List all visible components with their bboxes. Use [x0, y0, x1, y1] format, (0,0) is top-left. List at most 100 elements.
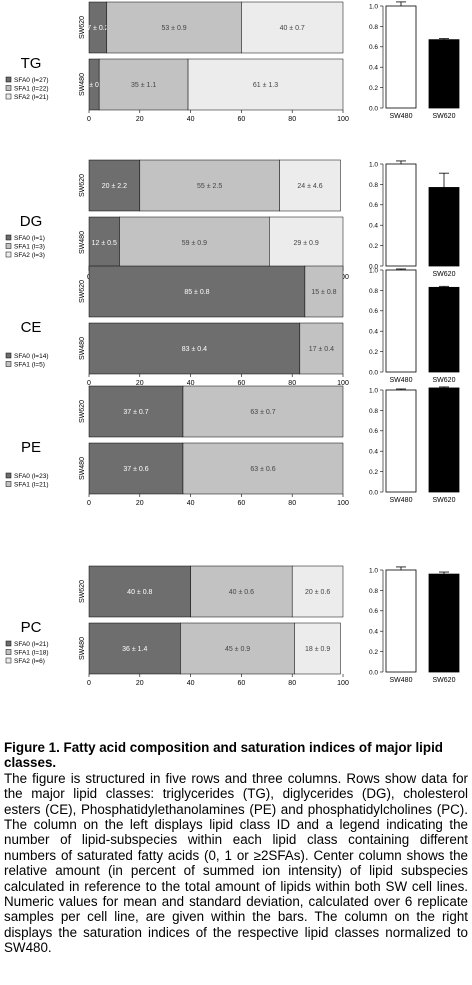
bar-value-label: 63 ± 0.6: [250, 466, 275, 473]
bar-value-label: 45 ± 0.9: [225, 646, 250, 653]
saturation-bar: [428, 286, 460, 373]
y-tick-label: 0.8: [369, 588, 378, 595]
bar-value-label: 40 ± 0.6: [229, 589, 254, 596]
stacked-bar-segment: [304, 265, 344, 318]
row-label: SW480: [79, 457, 86, 480]
stacked-bar-segment: [88, 442, 184, 495]
stacked-bar-segment: [294, 622, 341, 675]
y-tick-label: 0.0: [369, 369, 378, 376]
x-tick-label: 60: [238, 500, 246, 507]
x-tick-label: 20: [136, 380, 144, 387]
caption-title: Figure 1. Fatty acid composition and sat…: [4, 740, 443, 771]
legend-label: SFA1 (l=18): [14, 650, 49, 657]
y-tick-label: 0.6: [369, 202, 378, 209]
legend-label: SFA2 (l=21): [14, 94, 49, 101]
stacked-bar-segment: [182, 442, 344, 495]
legend-label: SFA2 (l=3): [14, 252, 45, 259]
x-tick-label: 80: [288, 500, 296, 507]
legend-swatch: [5, 352, 12, 359]
stacked-bar-segment: [190, 565, 293, 618]
x-tick-label: 0: [87, 380, 91, 387]
saturation-bar: [385, 5, 417, 109]
y-tick-label: 0.0: [369, 669, 378, 676]
legend-label: SFA0 (l=14): [14, 353, 49, 360]
x-tick-label: 20: [136, 680, 144, 687]
lipid-class-label: CE: [21, 319, 42, 336]
category-label: SW620: [433, 271, 456, 278]
x-tick-label: 100: [337, 116, 349, 123]
saturation-bar: [385, 569, 417, 673]
legend-swatch: [5, 640, 12, 647]
bar-value-label: 83 ± 0.4: [182, 346, 207, 353]
y-tick-label: 0.6: [369, 308, 378, 315]
x-tick-label: 80: [288, 680, 296, 687]
x-tick-label: 0: [87, 500, 91, 507]
y-tick-label: 1.0: [369, 567, 378, 574]
y-tick-label: 0.2: [369, 649, 378, 656]
row-label: SW620: [79, 580, 86, 603]
x-tick-label: 20: [136, 500, 144, 507]
y-tick-label: 0.8: [369, 408, 378, 415]
category-label: SW480: [390, 497, 413, 504]
stacked-bar-segment: [187, 58, 344, 111]
y-tick-label: 1.0: [369, 267, 378, 274]
lipid-class-label: DG: [20, 213, 43, 230]
legend-swatch: [5, 481, 12, 487]
x-tick-label: 60: [238, 116, 246, 123]
legend-swatch: [5, 93, 12, 100]
y-tick-label: 0.8: [369, 288, 378, 295]
bar-value-label: 29 ± 0.9: [294, 240, 319, 247]
bar-value-label: 20 ± 2.2: [102, 183, 127, 190]
y-tick-label: 0.6: [369, 428, 378, 435]
category-label: SW620: [433, 497, 456, 504]
stacked-bar-segment: [279, 159, 341, 212]
figure-caption: Figure 1. Fatty acid composition and sat…: [4, 740, 468, 956]
x-tick-label: 100: [337, 380, 349, 387]
category-label: SW620: [433, 113, 456, 120]
row-label: SW620: [79, 16, 86, 39]
legend-swatch: [5, 472, 12, 479]
saturation-bar: [428, 573, 460, 673]
row-label: SW480: [79, 337, 86, 360]
row-label: SW480: [79, 231, 86, 254]
bar-value-label: 53 ± 0.9: [161, 25, 186, 32]
bar-value-label: 40 ± 0.7: [280, 25, 305, 32]
stacked-bar-segment: [182, 385, 344, 438]
legend-label: SFA0 (l=1): [14, 235, 45, 242]
bar-value-label: 55 ± 2.5: [197, 183, 222, 190]
x-tick-label: 40: [187, 116, 195, 123]
bar-value-label: 17 ± 0.4: [309, 346, 334, 353]
y-tick-label: 0.0: [369, 105, 378, 112]
x-tick-label: 20: [136, 116, 144, 123]
stacked-bar-segment: [88, 216, 120, 269]
bar-value-label: 12 ± 0.5: [92, 240, 117, 247]
y-tick-label: 0.4: [369, 629, 378, 636]
legend-label: SFA1 (l=5): [14, 362, 45, 369]
y-tick-label: 0.0: [369, 489, 378, 496]
bar-value-label: 4 ± 0.2: [83, 82, 104, 89]
legend-swatch: [5, 85, 12, 91]
stacked-bar-segment: [88, 265, 306, 318]
caption-body: The figure is structured in five rows an…: [4, 770, 468, 956]
legend-label: SFA0 (l=21): [14, 641, 49, 648]
x-tick-label: 40: [187, 500, 195, 507]
stacked-bar-segment: [106, 1, 242, 54]
lipid-class-label: TG: [21, 55, 42, 72]
bar-value-label: 63 ± 0.7: [250, 409, 275, 416]
legend-label: SFA2 (l=6): [14, 658, 45, 665]
x-tick-label: 100: [337, 680, 349, 687]
legend-swatch: [5, 251, 12, 258]
legend-label: SFA1 (l=22): [14, 86, 49, 93]
y-tick-label: 0.2: [369, 349, 378, 356]
x-tick-label: 60: [238, 380, 246, 387]
x-tick-label: 80: [288, 380, 296, 387]
saturation-bar: [385, 389, 417, 493]
stacked-bar-segment: [88, 159, 141, 212]
row-label: SW620: [79, 174, 86, 197]
category-label: SW620: [433, 677, 456, 684]
row-label: SW480: [79, 73, 86, 96]
bar-value-label: 85 ± 0.8: [184, 289, 209, 296]
row-label: SW620: [79, 400, 86, 423]
row-label: SW480: [79, 637, 86, 660]
bar-value-label: 40 ± 0.8: [127, 589, 152, 596]
